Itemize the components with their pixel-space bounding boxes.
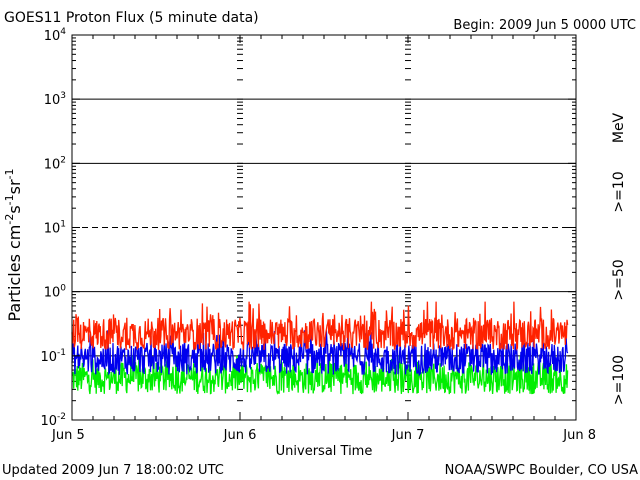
y-tick-label: 102 (44, 155, 66, 172)
x-axis-label: Universal Time (276, 444, 373, 459)
y-label-s: s (5, 205, 24, 213)
y-label-sr: sr (5, 179, 24, 194)
series-line-2 (71, 355, 569, 395)
series-line-0 (71, 301, 569, 351)
y-label-exp2: -1 (3, 194, 16, 205)
threshold-lines (72, 98, 576, 357)
y-tick-label: 10-2 (40, 412, 66, 429)
credit-label: NOAA/SWPC Boulder, CO USA (445, 463, 638, 478)
legend-series-10: >=10 (611, 171, 627, 212)
x-tick-label: Jun 7 (391, 428, 425, 443)
x-axis-ticks: Jun 5 Jun 6 Jun 7 Jun 8 (51, 35, 596, 443)
x-tick-label: Jun 5 (51, 428, 85, 443)
y-axis-label: Particles cm-2s-1sr-1 (3, 168, 24, 321)
y-tick-label: 101 (44, 220, 66, 237)
y-tick-label: 104 (44, 27, 67, 44)
legend-series-50: >=50 (611, 259, 627, 300)
y-tick-label: 10-1 (40, 348, 66, 365)
y-label-main: Particles cm (5, 225, 24, 322)
begin-label: Begin: 2009 Jun 5 0000 UTC (453, 18, 636, 33)
svg-text:Particles cm-2s-1sr-1: Particles cm-2s-1sr-1 (3, 168, 24, 321)
y-label-exp1: -2 (3, 214, 16, 225)
y-tick-label: 100 (44, 284, 67, 301)
y-tick-label: 103 (44, 91, 66, 108)
x-tick-label: Jun 6 (223, 428, 257, 443)
updated-label: Updated 2009 Jun 7 18:00:02 UTC (2, 463, 224, 478)
chart-title: GOES11 Proton Flux (5 minute data) (4, 10, 259, 26)
series-layer (71, 301, 569, 395)
y-label-exp3: -1 (3, 168, 16, 179)
y-axis-ticks: 10-2 10-1 100 101 102 103 104 (40, 27, 576, 429)
legend-unit-mev: MeV (611, 112, 627, 143)
legend-series-100: >=100 (611, 355, 627, 405)
x-tick-label: Jun 8 (562, 428, 596, 443)
